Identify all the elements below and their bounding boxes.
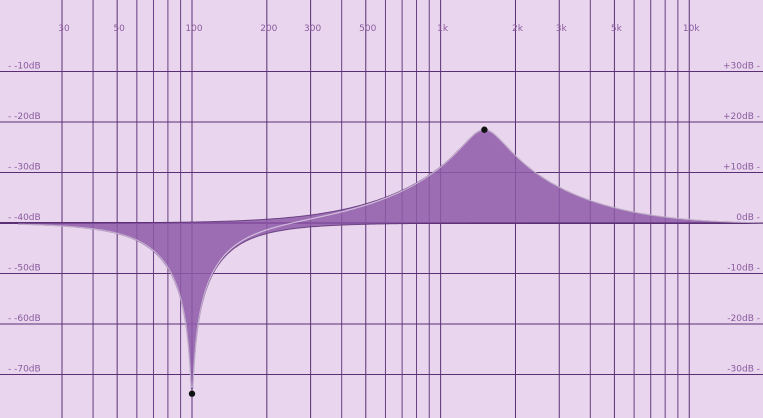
right-db-label: 0dB -: [736, 213, 760, 223]
freq-tick-label: 200: [260, 24, 277, 34]
freq-tick-label: 2k: [512, 24, 524, 34]
left-db-labels: - -10dB - -20dB - -30dB - -40dB - -50dB - -60…: [8, 62, 41, 375]
left-db-label: - -10dB: [8, 62, 41, 72]
freq-tick-label: 10k: [683, 24, 700, 34]
band-1-fill: [18, 223, 763, 389]
right-db-label: -30dB -: [727, 365, 760, 375]
right-db-label: +30dB -: [723, 62, 760, 72]
left-db-label: - -60dB: [8, 314, 41, 324]
band-1-handle[interactable]: [188, 390, 196, 397]
response-curves: [18, 129, 763, 389]
band-2-handle[interactable]: [481, 126, 488, 133]
freq-tick-label: 1k: [437, 24, 449, 34]
freq-tick-label: 5k: [611, 24, 623, 34]
freq-tick-label: 300: [304, 24, 321, 34]
left-db-label: - -70dB: [8, 365, 41, 375]
right-db-label: -10dB -: [727, 264, 760, 274]
band-handles[interactable]: [188, 126, 488, 397]
left-db-label: - -40dB: [8, 213, 41, 223]
freq-tick-label: 3k: [556, 24, 568, 34]
freq-tick-label: 500: [359, 24, 376, 34]
frequency-tick-labels: 30 50 100 200 300 500 1k 2k 3k 5k 10k: [58, 24, 700, 34]
freq-tick-label: 100: [185, 24, 202, 34]
left-db-label: - -30dB: [8, 163, 41, 173]
right-db-label: +10dB -: [723, 163, 760, 173]
freq-tick-label: 30: [58, 24, 70, 34]
combined-curve: [18, 129, 763, 389]
right-db-label: -20dB -: [727, 314, 760, 324]
right-db-labels: +30dB - +20dB - +10dB - 0dB - -10dB - -20dB -…: [723, 62, 760, 375]
right-db-label: +20dB -: [723, 112, 760, 122]
left-db-label: - -20dB: [8, 112, 41, 122]
band-2-fill: [18, 129, 763, 223]
freq-tick-label: 50: [113, 24, 125, 34]
left-db-label: - -50dB: [8, 264, 41, 274]
